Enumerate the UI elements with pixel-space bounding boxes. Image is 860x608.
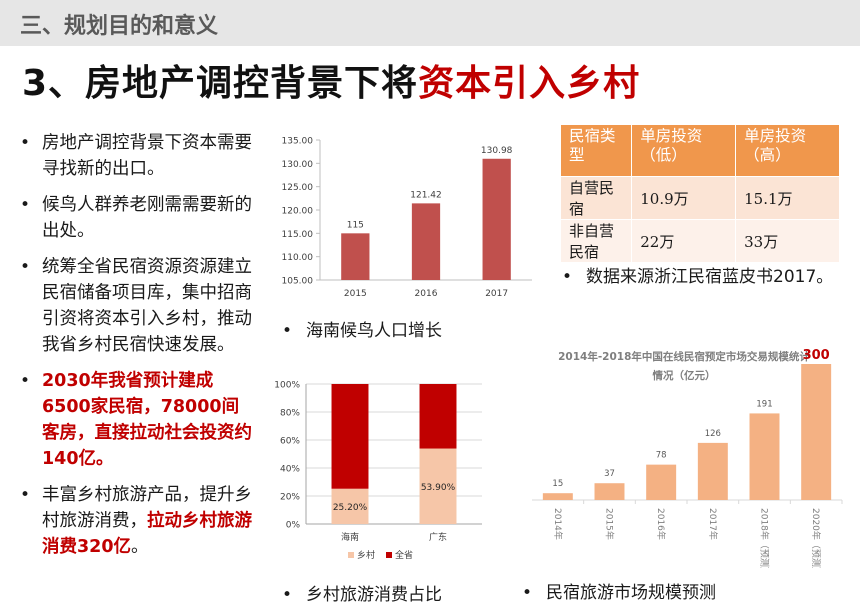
page-title: 3、房地产调控背景下将资本引入乡村 xyxy=(22,54,640,106)
chart-title-line2: 情况（亿元） xyxy=(653,369,716,382)
caption-chart-migrant-population: • 海南候鸟人口增长 xyxy=(282,321,443,341)
bullet-text: 。 xyxy=(131,537,149,557)
bullet-dot: • xyxy=(20,195,31,215)
stack-segment-province xyxy=(331,384,369,489)
y-tick-label: 0% xyxy=(286,521,301,531)
bar xyxy=(749,413,780,500)
x-tick-label: 2017年 xyxy=(707,508,719,540)
table-cell: 自营民宿 xyxy=(559,176,633,220)
x-tick-label: 2020年（预测） xyxy=(810,508,822,568)
legend-swatch xyxy=(348,552,354,558)
chart-migrant-population: 105.00 110.00 115.00 120.00 125.00 130.00 135.… xyxy=(282,137,532,299)
page-title-highlight: 资本引入乡村 xyxy=(418,63,641,104)
caption-data-source: • 数据来源浙江民宿蓝皮书2017。 xyxy=(562,267,834,287)
bullet-text: 2030年我省预计建成6500家民宿，78000间客房，直接拉动社会投资约140… xyxy=(42,371,252,469)
table-cell: 10.9万 xyxy=(631,176,737,220)
bar xyxy=(594,483,625,500)
bullet-item: • 丰富乡村旅游产品，提升乡村旅游消费，拉动乡村旅游消费320亿。 xyxy=(18,482,253,560)
bar-value-label: 115 xyxy=(347,220,364,230)
bullet-text: 房地产调控背景下资本需要寻找新的出口。 xyxy=(42,133,252,179)
x-tick-label: 海南 xyxy=(341,531,359,543)
section-header-bar: 三、规划目的和意义 xyxy=(0,0,860,46)
bullet-dot: • xyxy=(20,133,31,153)
table-row: 非自营民宿 22万 33万 xyxy=(559,219,840,263)
bar-value-label: 191 xyxy=(756,399,772,409)
y-tick-label: 40% xyxy=(280,465,300,475)
bar-value-label: 130.98 xyxy=(481,146,513,156)
bar-value-label: 37 xyxy=(604,469,615,479)
bar xyxy=(411,203,441,280)
bullet-item: • 候鸟人群养老刚需需要新的出处。 xyxy=(18,192,253,244)
bullet-text: 拉动乡村旅游消费320亿 xyxy=(42,511,252,557)
bar-value-label: 78 xyxy=(656,451,667,461)
y-tick-label: 115.00 xyxy=(282,230,314,240)
y-tick-label: 80% xyxy=(280,409,300,419)
bar xyxy=(542,493,573,500)
y-tick-label: 125.00 xyxy=(282,183,314,193)
bullet-item: • 统筹全省民宿资源资源建立民宿储备项目库，集中招商引资将资本引入乡村，推动我省乡… xyxy=(18,254,253,358)
bullet-dot: • xyxy=(20,257,31,277)
table-cell: 33万 xyxy=(735,219,840,263)
x-tick-label: 2018年（预测） xyxy=(759,508,771,568)
bar-value-label: 15 xyxy=(552,479,563,489)
legend-label: 全省 xyxy=(395,549,413,561)
y-tick-label: 110.00 xyxy=(282,253,314,263)
bar xyxy=(646,464,677,500)
x-tick-label: 2014年 xyxy=(552,508,564,540)
bar xyxy=(341,233,370,280)
bullet-text: 丰富乡村旅游产品，提升乡村旅游消费， xyxy=(42,485,252,531)
stack-segment-rural xyxy=(419,448,457,524)
section-title: 三、规划目的和意义 xyxy=(20,14,219,39)
bullet-list: • 房地产调控背景下资本需要寻找新的出口。 • 候鸟人群养老刚需需要新的出处。 • 统筹全… xyxy=(18,130,253,570)
y-tick-label: 100% xyxy=(274,381,300,391)
table-header-cell: 单房投资（高） xyxy=(735,124,840,177)
x-tick-label: 2017 xyxy=(485,289,508,299)
y-tick-label: 120.00 xyxy=(282,207,314,217)
segment-value-label: 25.20% xyxy=(333,503,368,513)
x-tick-label: 广东 xyxy=(429,531,447,543)
bar-value-label: 300 xyxy=(803,348,830,363)
bullet-item: • 2030年我省预计建成6500家民宿，78000间客房，直接拉动社会投资约14… xyxy=(18,368,253,472)
bullet-text: 候鸟人群养老刚需需要新的出处。 xyxy=(42,195,252,241)
legend-swatch xyxy=(386,552,392,558)
caption-chart-homestay-market-forecast: • 民宿旅游市场规模预测 xyxy=(522,583,717,603)
x-tick-label: 2016 xyxy=(415,289,438,299)
y-tick-label: 20% xyxy=(280,493,300,503)
caption-chart-rural-tourism-share: • 乡村旅游消费占比 xyxy=(282,585,443,605)
y-tick-label: 60% xyxy=(280,437,300,447)
investment-table: 民宿类型 单房投资（低） 单房投资（高） 自营民宿 10.9万 15.1万 非自营民宿 22万… xyxy=(559,124,840,263)
table-header-cell: 民宿类型 xyxy=(559,124,633,177)
bar-value-label: 126 xyxy=(705,429,721,439)
stack-segment-province xyxy=(419,384,457,449)
x-tick-label: 2016年 xyxy=(655,508,667,540)
bullet-dot: • xyxy=(20,371,31,391)
y-tick-label: 130.00 xyxy=(282,160,314,170)
x-tick-label: 2015年 xyxy=(604,508,616,540)
stack-segment-rural xyxy=(331,488,369,524)
bar-value-label: 121.42 xyxy=(410,190,442,200)
table-cell: 非自营民宿 xyxy=(559,219,633,263)
chart-title-line1: 2014年-2018年中国在线民宿预定市场交易规模统计 xyxy=(558,350,810,363)
page-title-prefix: 3、房地产调控背景下将 xyxy=(22,63,419,104)
y-tick-label: 105.00 xyxy=(282,277,314,287)
bullet-dot: • xyxy=(20,485,31,505)
bullet-item: • 房地产调控背景下资本需要寻找新的出口。 xyxy=(18,130,253,182)
bullet-text: 统筹全省民宿资源资源建立民宿储备项目库，集中招商引资将资本引入乡村，推动我省乡村… xyxy=(42,257,252,355)
table-row: 自营民宿 10.9万 15.1万 xyxy=(559,176,840,220)
bar xyxy=(482,158,511,280)
y-tick-label: 135.00 xyxy=(282,137,314,147)
table-cell: 22万 xyxy=(631,219,737,263)
legend-label: 乡村 xyxy=(357,549,375,561)
bar xyxy=(801,364,832,500)
segment-value-label: 53.90% xyxy=(421,483,456,493)
table-header-cell: 单房投资（低） xyxy=(631,124,737,177)
bar xyxy=(697,442,728,500)
x-tick-label: 2015 xyxy=(344,289,367,299)
table-cell: 15.1万 xyxy=(735,176,840,220)
